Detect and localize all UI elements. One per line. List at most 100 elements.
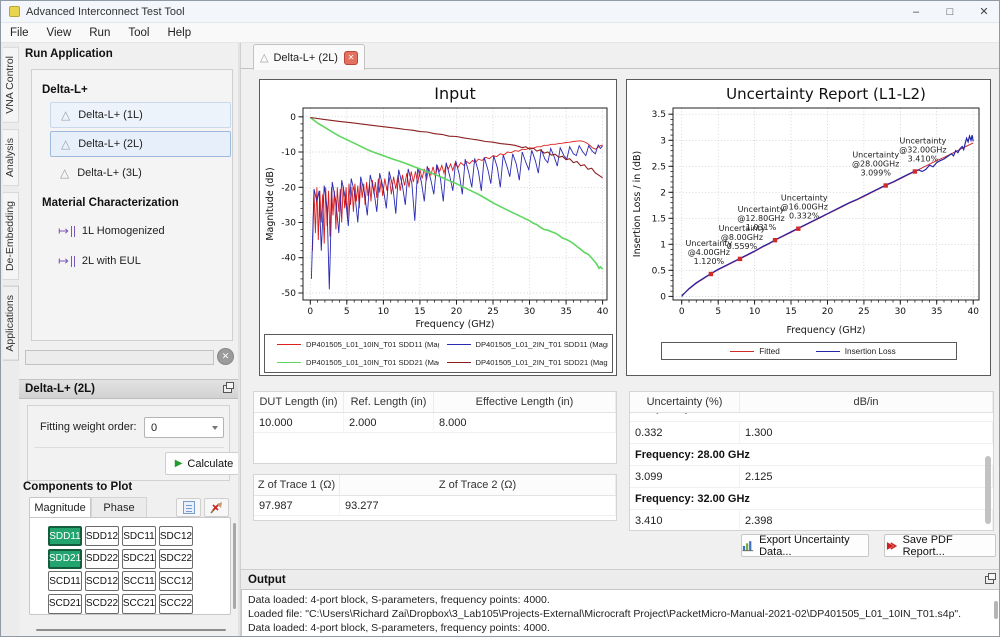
window-close-button[interactable]: ✕ bbox=[979, 6, 989, 18]
ibeam-icon bbox=[70, 255, 75, 267]
export-uncertainty-button[interactable]: Export Uncertainty Data... bbox=[741, 534, 869, 558]
sparam-button-sdd21[interactable]: SDD21 bbox=[48, 548, 82, 569]
legend-swatch bbox=[277, 344, 301, 346]
svg-text:35: 35 bbox=[931, 307, 942, 317]
output-log-line: Data loaded: 4-port block, S-parameters,… bbox=[248, 622, 550, 634]
table-cell[interactable]: 2.000 bbox=[344, 413, 434, 432]
delta-icon: △ bbox=[61, 137, 71, 151]
uncertainty-table-scrollbar[interactable] bbox=[985, 456, 991, 524]
svg-text:@28.00GHz: @28.00GHz bbox=[852, 160, 899, 169]
components-scrollbar[interactable] bbox=[233, 523, 236, 609]
svg-text:3: 3 bbox=[660, 136, 666, 146]
svg-text:25: 25 bbox=[487, 307, 498, 317]
calculate-button[interactable]: ▶ Calculate bbox=[165, 452, 243, 475]
svg-text:@12.80GHz: @12.80GHz bbox=[737, 214, 784, 223]
sparam-button-scc12[interactable]: SCC12 bbox=[159, 571, 193, 591]
svg-text:1: 1 bbox=[660, 240, 666, 250]
output-log-line: Data loaded: 4-port block, S-parameters,… bbox=[248, 594, 550, 606]
material-item-1[interactable]: ↦ 1L Homogenized bbox=[58, 222, 165, 240]
maps-to-icon: ↦ bbox=[58, 223, 69, 238]
sparam-button-sdc22[interactable]: SDC22 bbox=[159, 548, 193, 569]
progress-bar bbox=[25, 350, 214, 365]
table-cell[interactable]: 97.987 bbox=[254, 496, 340, 515]
svg-text:10: 10 bbox=[378, 307, 390, 317]
sidetab-analysis[interactable]: Analysis bbox=[3, 128, 19, 186]
svg-text:-30: -30 bbox=[281, 219, 296, 229]
clear-plots-button[interactable] bbox=[204, 498, 229, 517]
sparam-button-scd21[interactable]: SCD21 bbox=[48, 593, 82, 614]
output-log[interactable]: Data loaded: 4-port block, S-parameters,… bbox=[241, 589, 999, 636]
svg-text:2: 2 bbox=[660, 188, 666, 198]
float-panel-icon[interactable] bbox=[223, 382, 234, 393]
menu-run[interactable]: Run bbox=[89, 26, 111, 39]
panel-splitter[interactable] bbox=[36, 629, 226, 631]
sidetab-applications[interactable]: Applications bbox=[3, 285, 19, 361]
uncertainty-data-row: 3.099 2.125 bbox=[630, 466, 993, 488]
sparam-button-sdc12[interactable]: SDC12 bbox=[159, 526, 193, 546]
column-header: Z of Trace 1 (Ω) bbox=[254, 475, 340, 495]
float-output-icon[interactable] bbox=[985, 572, 996, 584]
menu-file[interactable]: File bbox=[10, 26, 29, 39]
sparam-button-scd11[interactable]: SCD11 bbox=[48, 571, 82, 591]
fitting-groupbox: Fitting weight order: 0 ▶ Calculate bbox=[27, 405, 243, 481]
sidetab-vna-control[interactable]: VNA Control bbox=[3, 47, 19, 123]
delta-l-button-2l[interactable]: △ Delta-L+ (2L) bbox=[50, 131, 231, 157]
sparam-button-scc22[interactable]: SCC22 bbox=[159, 593, 193, 614]
legend-label: DP401505_L01_2IN_T01 SDD21 (Magn.) bbox=[475, 357, 609, 367]
cancel-button[interactable]: ✕ bbox=[217, 348, 234, 365]
sparam-button-sdc21[interactable]: SDC21 bbox=[122, 548, 156, 569]
table-cell[interactable]: 2.125 bbox=[740, 466, 993, 487]
delta-l-button-1l[interactable]: △ Delta-L+ (1L) bbox=[50, 102, 231, 128]
svg-text:3.410%: 3.410% bbox=[908, 155, 939, 164]
svg-text:Magnitude (dB): Magnitude (dB) bbox=[265, 167, 276, 240]
sparam-button-scc11[interactable]: SCC11 bbox=[122, 571, 156, 591]
sparam-button-sdd12[interactable]: SDD12 bbox=[85, 526, 119, 546]
sparam-button-sdd22[interactable]: SDD22 bbox=[85, 548, 119, 569]
side-tab-strip: VNA Control Analysis De-Embedding Applicati… bbox=[1, 43, 19, 636]
legend-entry: DP401505_L01_2IN_T01 SDD11 (Magn.) bbox=[439, 340, 608, 349]
svg-text:-50: -50 bbox=[281, 289, 296, 299]
menu-tool[interactable]: Tool bbox=[128, 26, 150, 39]
tab-delta-l-2l[interactable]: △ Delta-L+ (2L) ✕ bbox=[253, 44, 365, 70]
table-cell[interactable]: 1.300 bbox=[740, 422, 993, 443]
uncertainty-header-row: Uncertainty (%) dB/in bbox=[630, 392, 993, 413]
window-minimize-button[interactable]: – bbox=[912, 5, 920, 18]
report-button[interactable] bbox=[176, 498, 201, 517]
delta-l-button-3l[interactable]: △ Delta-L+ (3L) bbox=[50, 160, 231, 186]
tab-magnitude[interactable]: Magnitude bbox=[29, 497, 91, 518]
sparam-button-sdc11[interactable]: SDC11 bbox=[122, 526, 156, 546]
sparam-button-scd12[interactable]: SCD12 bbox=[85, 571, 119, 591]
table-header-row: DUT Length (in) Ref. Length (in) Effective… bbox=[254, 392, 616, 413]
table-cell[interactable]: 3.410 bbox=[630, 510, 740, 530]
svg-text:@32.00GHz: @32.00GHz bbox=[899, 146, 946, 155]
vertical-splitter[interactable] bbox=[238, 43, 241, 636]
menu-view[interactable]: View bbox=[46, 26, 72, 39]
svg-text:0: 0 bbox=[307, 307, 313, 317]
sparam-button-scc21[interactable]: SCC21 bbox=[122, 593, 156, 614]
table-cell[interactable]: 93.277 bbox=[340, 496, 616, 515]
table-cell[interactable]: 10.000 bbox=[254, 413, 344, 432]
tab-phase[interactable]: Phase bbox=[91, 497, 147, 518]
material-item-2[interactable]: ↦ 2L with EUL bbox=[58, 252, 141, 270]
output-scrollbar[interactable] bbox=[994, 601, 998, 619]
title-bar: Advanced Interconnect Test Tool – □ ✕ bbox=[1, 1, 999, 23]
svg-text:-10: -10 bbox=[281, 148, 296, 158]
legend-label: Fitted bbox=[759, 346, 780, 356]
table-cell[interactable]: 2.398 bbox=[740, 510, 993, 530]
run-application-groupbox: Delta-L+ Material Characterization △ Delt… bbox=[31, 69, 233, 341]
svg-text:Uncertainty Report (L1-L2): Uncertainty Report (L1-L2) bbox=[726, 85, 926, 103]
table-cell[interactable]: 3.099 bbox=[630, 466, 740, 487]
fitting-weight-dropdown[interactable]: 0 bbox=[144, 417, 224, 438]
delta-icon: △ bbox=[61, 108, 71, 122]
tab-close-button[interactable]: ✕ bbox=[343, 50, 358, 65]
table-cell[interactable]: 0.332 bbox=[630, 422, 740, 443]
save-pdf-button[interactable]: Save PDF Report... bbox=[884, 534, 996, 558]
svg-text:15: 15 bbox=[414, 307, 425, 317]
menu-help[interactable]: Help bbox=[167, 26, 192, 39]
table-cell[interactable]: 8.000 bbox=[434, 413, 616, 432]
window-maximize-button[interactable]: □ bbox=[946, 5, 954, 18]
sidetab-de-embedding[interactable]: De-Embedding bbox=[3, 191, 19, 280]
sparam-button-sdd11[interactable]: SDD11 bbox=[48, 526, 82, 546]
material-characterization-header: Material Characterization bbox=[42, 197, 179, 209]
sparam-button-scd22[interactable]: SCD22 bbox=[85, 593, 119, 614]
